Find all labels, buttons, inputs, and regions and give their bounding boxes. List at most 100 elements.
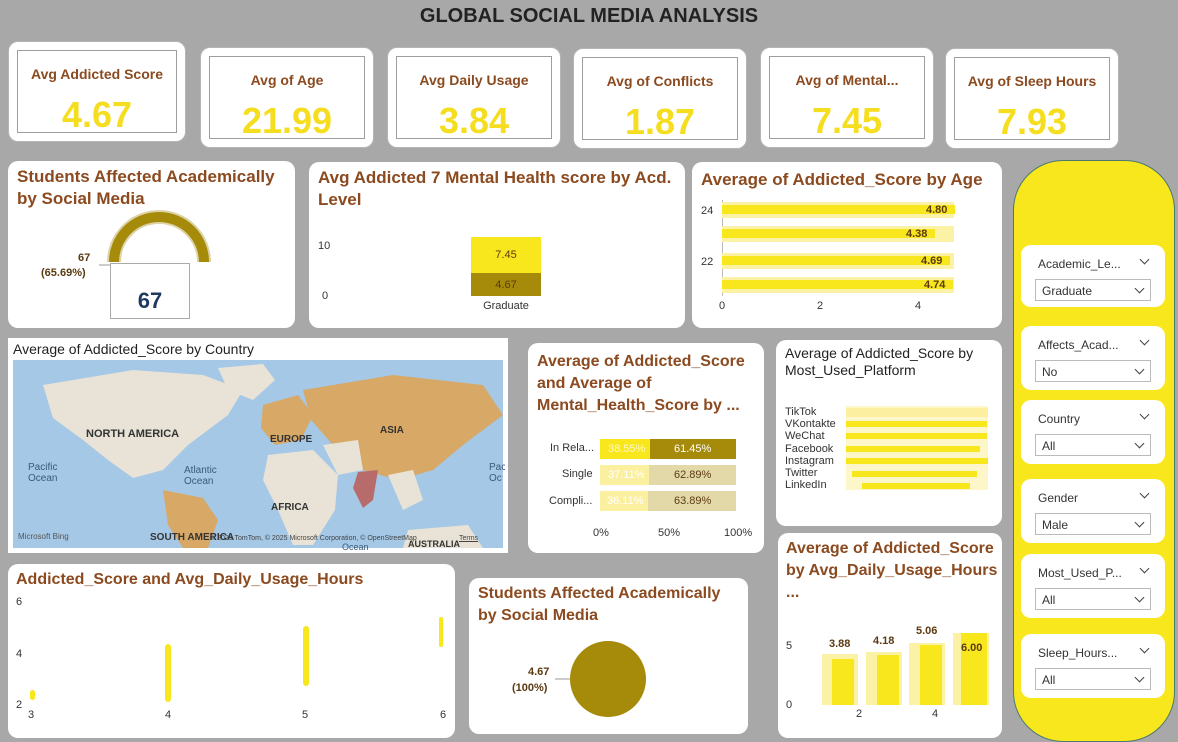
age-chart-card[interactable]: Average of Addicted_Score by Age 24 22 4… xyxy=(692,162,1002,328)
kpi-card-addicted-score[interactable]: Avg Addicted Score 4.67 xyxy=(8,41,186,142)
rel-bar-left[interactable] xyxy=(600,491,648,511)
kpi-card-conflicts[interactable]: Avg of Conflicts 1.87 xyxy=(573,48,747,149)
slicer-academic-level[interactable]: Academic_Le... Graduate xyxy=(1021,245,1165,307)
map-copyright: © 2025 TomTom, © 2025 Microsoft Corporat… xyxy=(210,535,417,542)
slicer-value: All xyxy=(1042,439,1056,453)
map-card[interactable]: Average of Addicted_Score by Country NOR… xyxy=(8,338,508,553)
slicer-dropdown[interactable]: No xyxy=(1035,360,1151,382)
slicer-dropdown[interactable]: Male xyxy=(1035,513,1151,535)
pie-callout-value: 4.67 xyxy=(528,666,550,678)
kpi-card-mental[interactable]: Avg of Mental... 7.45 xyxy=(760,47,934,148)
slicer-affects-academic[interactable]: Affects_Acad... No xyxy=(1021,326,1165,390)
kpi-value: 4.67 xyxy=(61,94,133,135)
middle-east-shape xyxy=(323,440,363,475)
rel-bar-left[interactable] xyxy=(600,465,649,485)
platform-bar[interactable] xyxy=(846,433,987,439)
kpi-card-daily-usage[interactable]: Avg Daily Usage 3.84 xyxy=(387,47,561,148)
slicer-value: Graduate xyxy=(1042,284,1093,298)
age-y-tick: 24 xyxy=(701,205,714,217)
acad-bar-addicted[interactable] xyxy=(471,273,541,296)
chevron-down-icon xyxy=(1134,592,1145,603)
rel-bar-right[interactable] xyxy=(648,491,736,511)
rel-bar-right-label: 62.89% xyxy=(674,469,712,481)
slicer-sleep-hours[interactable]: Sleep_Hours... All xyxy=(1021,634,1165,698)
slicer-dropdown[interactable]: All xyxy=(1035,588,1151,610)
slicer-most-used-platform[interactable]: Most_Used_P... All xyxy=(1021,554,1165,618)
age-bar-label: 4.38 xyxy=(906,228,928,240)
scatter-chart-card[interactable]: Addicted_Score and Avg_Daily_Usage_Hours… xyxy=(8,564,455,738)
chevron-down-icon[interactable] xyxy=(1139,254,1150,265)
rel-bar-right[interactable] xyxy=(650,439,736,459)
slicer-dropdown[interactable]: All xyxy=(1035,434,1151,456)
chevron-down-icon[interactable] xyxy=(1139,563,1150,574)
age-bar[interactable] xyxy=(722,229,935,238)
usage-chart-title: Average of Addicted_Score by Avg_Daily_U… xyxy=(786,540,998,601)
pie-chart-card[interactable]: Students Affected Academically by Social… xyxy=(469,578,748,734)
usage-bar[interactable] xyxy=(832,659,854,705)
kpi-value: 1.87 xyxy=(624,101,696,142)
kpi-card-sleep-hours[interactable]: Avg of Sleep Hours 7.93 xyxy=(945,48,1119,149)
scatter-x-tick: 5 xyxy=(302,709,309,721)
platform-bar[interactable] xyxy=(846,408,988,417)
slicer-gender[interactable]: Gender Male xyxy=(1021,479,1165,543)
scatter-x-tick: 3 xyxy=(28,709,35,721)
scatter-y-tick: 6 xyxy=(16,596,23,608)
usage-bar-label: 6.00 xyxy=(961,642,983,654)
relationship-chart-card[interactable]: Average of Addicted_Score and Average of… xyxy=(528,343,764,553)
kpi-label: Avg Daily Usage xyxy=(419,72,529,88)
usage-bar-label: 4.18 xyxy=(873,635,895,647)
slicer-dropdown[interactable]: Graduate xyxy=(1035,279,1151,301)
platform-label: Facebook xyxy=(785,443,834,455)
age-bar[interactable] xyxy=(722,280,953,289)
slicer-label: Academic_Le... xyxy=(1038,257,1121,271)
rel-bar-right[interactable] xyxy=(649,465,736,485)
pie-chart[interactable] xyxy=(469,578,748,734)
usage-bar[interactable] xyxy=(961,633,987,705)
slicer-label: Country xyxy=(1038,412,1081,426)
platform-bar[interactable] xyxy=(852,471,977,477)
age-bar[interactable] xyxy=(722,256,950,265)
gauge-card[interactable]: Students Affected Academically by Social… xyxy=(8,161,295,328)
acad-bar-mental[interactable] xyxy=(471,237,541,273)
scatter-chart-title: Addicted_Score and Avg_Daily_Usage_Hours xyxy=(16,571,364,588)
platform-chart-card[interactable]: Average of Addicted_Score by Most_Used_P… xyxy=(776,340,1002,526)
kpi-card-age[interactable]: Avg of Age 21.99 xyxy=(200,47,374,148)
age-bar[interactable] xyxy=(722,205,955,214)
pie-chart-title: Students Affected Academically by Social… xyxy=(478,585,721,624)
chevron-down-icon[interactable] xyxy=(1139,643,1150,654)
kpi-value: 3.84 xyxy=(438,100,510,141)
usage-chart-card[interactable]: Average of Addicted_Score by Avg_Daily_U… xyxy=(778,533,1002,738)
world-map[interactable] xyxy=(13,360,503,548)
rel-bar-left[interactable] xyxy=(600,439,650,459)
gauge-fill xyxy=(109,212,209,263)
platform-label: WeChat xyxy=(785,430,825,442)
usage-y-tick: 5 xyxy=(786,640,793,652)
platform-bar[interactable] xyxy=(862,483,970,489)
chevron-down-icon[interactable] xyxy=(1139,409,1150,420)
map-title: Average of Addicted_Score by Country xyxy=(13,341,255,357)
slicer-country[interactable]: Country All xyxy=(1021,400,1165,464)
chevron-down-icon[interactable] xyxy=(1139,335,1150,346)
acad-y-tick: 10 xyxy=(318,240,331,252)
platform-chart-title: Average of Addicted_Score by Most_Used_P… xyxy=(785,345,974,378)
age-axis-line xyxy=(722,200,723,296)
map-label-asia: ASIA xyxy=(380,425,404,436)
usage-bar-label: 3.88 xyxy=(829,638,851,650)
platform-bar[interactable] xyxy=(846,458,988,464)
pie-slice xyxy=(570,641,646,717)
usage-x-tick: 4 xyxy=(932,708,939,720)
usage-bar[interactable] xyxy=(877,655,899,705)
map-label-europe: EUROPE xyxy=(270,434,313,445)
slicer-dropdown[interactable]: All xyxy=(1035,668,1151,690)
map-terms-link[interactable]: Terms xyxy=(459,535,479,542)
gauge-callout-value: 67 xyxy=(78,252,91,264)
platform-bar[interactable] xyxy=(846,421,987,427)
age-x-tick: 2 xyxy=(817,300,824,312)
platform-bar[interactable] xyxy=(846,446,980,452)
usage-y-tick: 0 xyxy=(786,699,793,711)
chevron-down-icon[interactable] xyxy=(1139,488,1150,499)
usage-bar[interactable] xyxy=(920,645,942,705)
india-shape xyxy=(353,470,378,508)
acad-level-chart-card[interactable]: Avg Addicted 7 Mental Health score by Ac… xyxy=(309,162,685,328)
kpi-label: Avg of Sleep Hours xyxy=(967,73,1097,89)
